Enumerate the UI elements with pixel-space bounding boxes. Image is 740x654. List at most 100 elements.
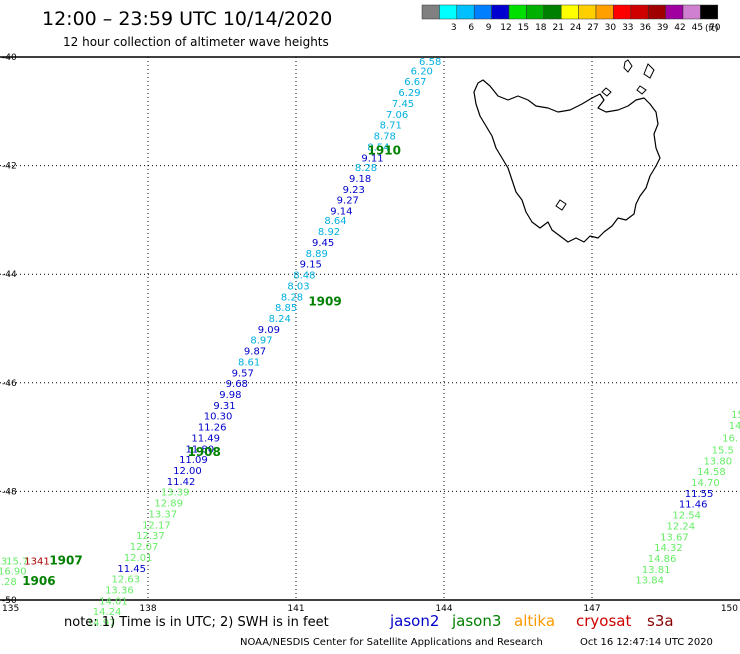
legend-tick-label: 42 [674, 23, 685, 33]
wave-height-value: 9.68 [226, 379, 248, 390]
pass-time-label: 1910 [368, 144, 401, 158]
legend-swatch [473, 4, 492, 20]
wave-height-value: 13.80 [703, 456, 732, 467]
wave-height-value: 14.70 [691, 478, 720, 489]
legend-swatch [456, 4, 475, 20]
wave-height-value: 9.23 [343, 185, 365, 196]
legend-tick-label: 27 [587, 23, 598, 33]
wave-height-value: 15.7 [6, 557, 28, 568]
wave-height-value: 13.39 [161, 488, 190, 499]
legend-swatch [595, 4, 614, 20]
legend-tick-label: 9 [486, 23, 492, 33]
wave-height-value: 14.32 [654, 543, 683, 554]
satellite-legend-item: jason3 [451, 612, 501, 630]
wave-height-value: 8.85 [275, 303, 297, 314]
wave-height-value: 11.46 [679, 500, 708, 511]
bass-strait-island-2 [643, 63, 655, 79]
wave-height-value: 14 [729, 421, 740, 432]
legend-tick-label: 39 [657, 23, 669, 33]
satellite-legend-item: jason2 [389, 612, 439, 630]
wave-height-value: 8.48 [293, 271, 315, 282]
wave-height-value: 16. [722, 433, 738, 444]
footer-credit: NOAA/NESDIS Center for Satellite Applica… [240, 637, 543, 648]
legend-tick-label: 3 [451, 23, 457, 33]
wave-height-value: 14.86 [648, 554, 677, 565]
wave-height-value: 8.78 [374, 132, 396, 143]
map-frame [0, 57, 740, 600]
legend-tick-label: 70 [709, 23, 721, 33]
wave-height-value: 8.61 [238, 357, 260, 368]
pass-labels: 1910 1909 1908 1907 1906 [22, 144, 401, 588]
wave-height-value: 15.5 [712, 445, 734, 456]
wave-height-value: 8.03 [287, 281, 309, 292]
satellite-legend-item: s3a [647, 612, 674, 630]
footer-note: note: 1) Time is in UTC; 2) SWH is in fe… [64, 615, 329, 630]
bass-strait-island-3 [636, 85, 647, 95]
legend-tick-label: 18 [535, 23, 547, 33]
tasmania-inner-lake [555, 199, 567, 211]
longitude-label: 144 [435, 604, 452, 614]
wave-height-value: 6.58 [419, 57, 441, 68]
wave-height-value: 13.81 [642, 565, 671, 576]
legend-tick-label: 6 [468, 23, 474, 33]
wave-height-value: 17.28 [0, 577, 17, 588]
graticule [0, 57, 740, 600]
wave-height-value: 11.42 [167, 477, 196, 488]
longitude-label: 147 [583, 604, 600, 614]
wave-height-value: 9.11 [361, 153, 383, 164]
wave-height-value: 8.28 [281, 292, 303, 303]
wave-height-value: 9.45 [312, 238, 334, 249]
wave-height-value: 12.89 [154, 499, 183, 510]
legend-tick-label: 30 [605, 23, 617, 33]
wave-height-value: 16.90 [0, 566, 27, 577]
wave-height-value: 11.55 [685, 489, 714, 500]
bass-strait-island-1 [623, 59, 633, 73]
legend-swatch [439, 4, 458, 20]
wave-height-value: 8.97 [250, 336, 272, 347]
wave-height-value: 8.24 [269, 314, 291, 325]
legend-swatch [630, 4, 649, 20]
legend-swatch [491, 4, 510, 20]
wave-height-value: 13.67 [660, 532, 689, 543]
wave-height-value: 12.24 [666, 521, 695, 532]
wave-height-value: 12.07 [130, 542, 159, 553]
latitude-label: -46 [2, 379, 17, 389]
legend-swatch [543, 4, 562, 20]
legend-tick-label: 24 [570, 23, 582, 33]
wave-height-value: 6.20 [411, 66, 433, 77]
pass-time-label: 1907 [49, 554, 82, 568]
longitude-label: 135 [2, 604, 19, 614]
wave-height-value: 12.54 [672, 511, 701, 522]
wave-height-value: 15 [731, 410, 740, 421]
legend-swatch [526, 4, 545, 20]
legend-swatch [700, 4, 719, 20]
legend-tick-label: 21 [552, 23, 563, 33]
longitude-label: 141 [287, 604, 304, 614]
pass-time-label: 1906 [22, 574, 55, 588]
pass-time-label: 1908 [187, 445, 220, 459]
wave-height-value: 8.54 [367, 142, 389, 153]
page-title: 12:00 – 23:59 UTC 10/14/2020 [42, 8, 332, 30]
legend-swatch [421, 4, 440, 20]
wave-height-value: 8.28 [355, 163, 377, 174]
wave-height-value: 9.98 [219, 390, 241, 401]
wave-height-value: 7.06 [386, 110, 408, 121]
wave-height-value: 14.01 [99, 596, 128, 607]
wave-height-value: 9.27 [337, 196, 359, 207]
legend-swatch [560, 4, 579, 20]
satellite-legend-item: cryosat [576, 612, 631, 630]
wave-height-value: 9.87 [244, 347, 266, 358]
latitude-label: -50 [2, 596, 17, 606]
legend-tick-label: 15 [518, 23, 529, 33]
color-scale-legend: 3 6 9 12 15 18 21 24 27 30 33 36 39 42 45 70 [421, 4, 721, 33]
page-subtitle: 12 hour collection of altimeter wave hei… [63, 35, 329, 49]
latitude-label: -44 [2, 270, 17, 280]
wave-height-value: 11.80 [185, 444, 214, 455]
latitude-label: -42 [2, 162, 17, 172]
wave-height-value: 13.36 [105, 585, 134, 596]
wave-height-value: 11.45 [117, 564, 146, 575]
wave-height-value: 14.24 [93, 607, 122, 618]
axis-labels: 135 138 141 144 147 150 -40 -42 -44 -46 -48 -50 [2, 53, 738, 614]
latitude-label: -40 [2, 53, 17, 63]
